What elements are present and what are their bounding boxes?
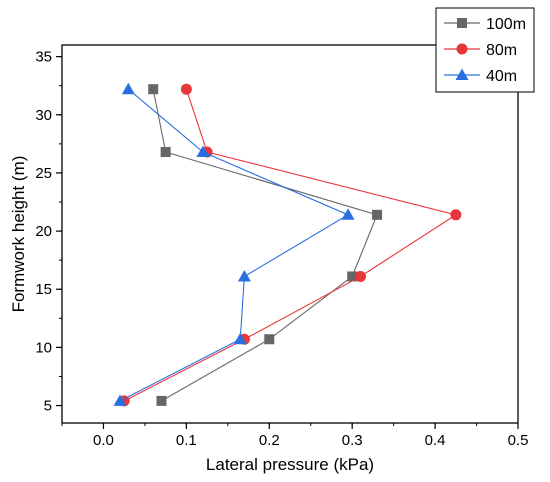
legend-item: 40m xyxy=(444,68,517,85)
data-point xyxy=(341,208,355,220)
x-tick-label: 0.5 xyxy=(508,432,529,449)
legend-item: 80m xyxy=(444,42,517,59)
x-tick-label: 0.0 xyxy=(93,432,114,449)
data-point xyxy=(121,82,135,95)
data-point xyxy=(372,209,383,220)
data-point xyxy=(347,271,358,282)
data-point xyxy=(196,145,210,158)
x-axis-ticks: 0.0 0.1 0.2 0.3 0.4 0.5 xyxy=(61,423,529,449)
series-100m xyxy=(148,84,383,406)
legend-label: 40m xyxy=(486,68,517,85)
y-tick-label: 35 xyxy=(35,49,52,66)
legend-label: 80m xyxy=(486,42,517,59)
data-point xyxy=(450,209,462,221)
data-point xyxy=(233,332,247,345)
legend-box xyxy=(435,7,535,93)
data-point xyxy=(237,269,251,282)
legend-marker xyxy=(455,68,469,80)
series-line xyxy=(152,89,378,402)
data-point xyxy=(160,147,171,158)
y-tick-label: 30 xyxy=(35,107,52,124)
series-40m xyxy=(113,82,355,406)
series-line xyxy=(123,89,458,402)
x-tick-label: 0.3 xyxy=(342,432,363,449)
data-point xyxy=(264,334,275,345)
y-axis-title: Formwork height (m) xyxy=(9,156,28,313)
y-tick-label: 20 xyxy=(35,223,52,240)
plot-frame xyxy=(61,44,519,424)
legend-item: 100m xyxy=(444,16,526,33)
legend-marker xyxy=(456,43,468,55)
series-layer xyxy=(113,82,462,407)
x-tick-label: 0.4 xyxy=(425,432,446,449)
legend: 100m 80m 40m xyxy=(435,7,535,93)
legend-label: 100m xyxy=(486,16,526,33)
y-tick-label: 15 xyxy=(35,281,52,298)
data-point xyxy=(180,83,192,95)
data-point xyxy=(113,394,127,406)
data-point xyxy=(156,395,167,406)
x-tick-label: 0.1 xyxy=(176,432,197,449)
series-line xyxy=(119,88,350,402)
plot-area xyxy=(61,44,519,424)
y-tick-label: 5 xyxy=(44,398,52,415)
data-point xyxy=(354,270,366,282)
y-tick-label: 25 xyxy=(35,165,52,182)
series-80m xyxy=(118,83,462,407)
y-axis-ticks: 5 10 15 20 25 30 35 xyxy=(35,49,62,415)
y-tick-label: 10 xyxy=(35,339,52,356)
legend-marker xyxy=(457,18,467,28)
x-tick-label: 0.2 xyxy=(259,432,280,449)
x-axis-title: Lateral pressure (kPa) xyxy=(206,455,374,474)
data-point xyxy=(148,84,159,95)
